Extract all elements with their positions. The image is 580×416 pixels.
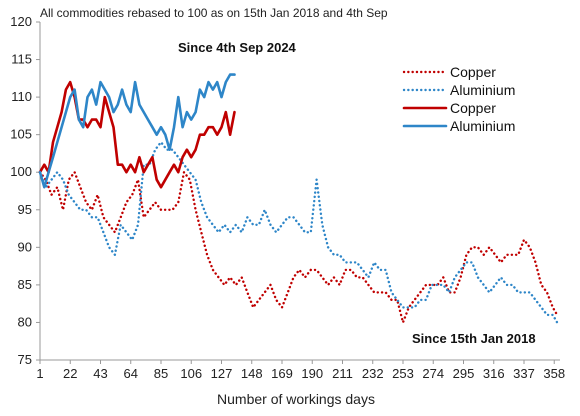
y-tick-label: 120 (10, 14, 32, 29)
x-tick-label: 43 (93, 366, 107, 381)
annotation-since-sep-2024: Since 4th Sep 2024 (178, 40, 297, 55)
x-tick-label: 148 (241, 366, 263, 381)
series-layer (38, 73, 559, 324)
series-copper-solid (38, 80, 236, 189)
x-tick-label: 169 (271, 366, 293, 381)
legend-label-copper-dotted: Copper (450, 64, 496, 80)
legend-label-aluminium-solid: Aluminium (450, 118, 515, 134)
x-tick-label: 211 (332, 366, 353, 381)
y-tick-label: 110 (11, 89, 32, 104)
x-tick-label: 106 (180, 366, 202, 381)
x-tick-label: 85 (154, 366, 168, 381)
y-tick-label: 100 (10, 164, 32, 179)
x-tick-label: 64 (124, 366, 138, 381)
x-tick-label: 232 (362, 366, 384, 381)
chart-subtitle: All commodities rebased to 100 as on 15t… (40, 6, 388, 20)
x-tick-label: 358 (543, 366, 565, 381)
y-tick-label: 115 (11, 52, 32, 67)
x-tick-label: 337 (513, 366, 535, 381)
x-tick-label: 22 (63, 366, 77, 381)
series-aluminium-solid (38, 73, 236, 189)
y-tick-label: 105 (10, 127, 32, 142)
x-tick-label: 127 (211, 366, 233, 381)
y-tick-label: 95 (18, 202, 32, 217)
x-axis-label: Number of workings days (217, 391, 375, 407)
legend: Copper Aluminium Copper Aluminium (402, 64, 515, 134)
y-tick-label: 90 (18, 239, 32, 254)
axes: 75 80 85 90 95 100 105 110 115 120 1 22 43 64 85 106 127… (10, 14, 565, 381)
x-tick-label: 316 (483, 366, 505, 381)
legend-label-copper-solid: Copper (450, 100, 496, 116)
legend-label-aluminium-dotted: Aluminium (450, 82, 515, 98)
y-tick-label: 80 (18, 314, 32, 329)
y-tick-label: 85 (18, 277, 32, 292)
y-tick-label: 75 (18, 352, 32, 367)
series-copper-dotted (38, 170, 559, 324)
annotation-since-jan-2018: Since 15th Jan 2018 (412, 331, 536, 346)
x-tick-label: 253 (392, 366, 414, 381)
x-tick-label: 190 (301, 366, 323, 381)
x-tick-label: 1 (36, 366, 43, 381)
x-tick-label: 295 (453, 366, 475, 381)
series-aluminium-dotted (38, 140, 559, 324)
x-tick-label: 274 (422, 366, 444, 381)
